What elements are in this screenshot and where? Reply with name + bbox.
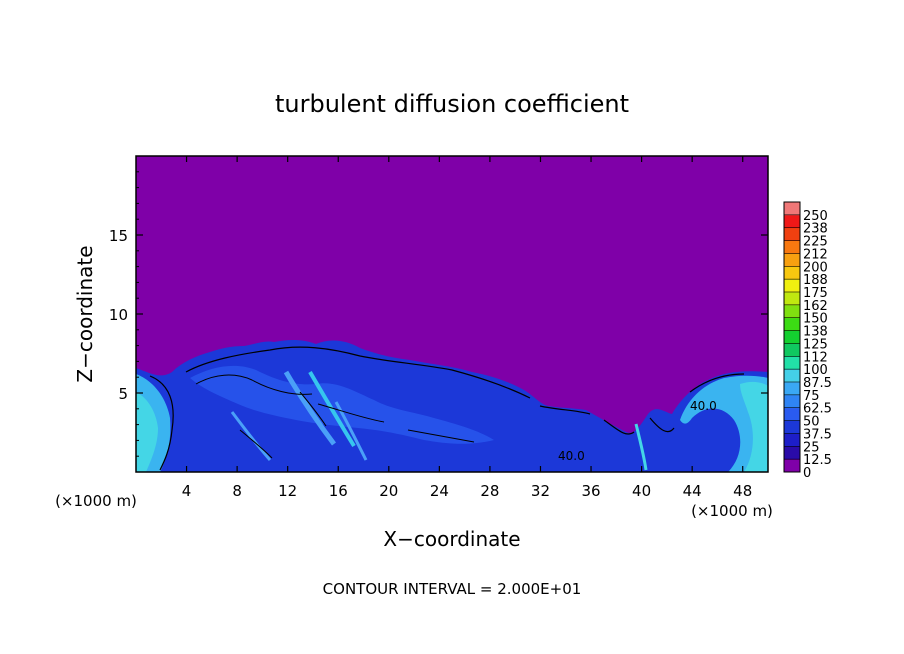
x-tick-label: 20 bbox=[379, 482, 398, 500]
y-axis: 5 10 15 bbox=[109, 171, 768, 457]
colorbar-swatch bbox=[784, 253, 800, 267]
colorbar-label: 162 bbox=[803, 299, 828, 314]
colorbar-label: 100 bbox=[803, 363, 828, 378]
x-tick-label: 28 bbox=[480, 482, 499, 500]
colorbar-label: 250 bbox=[803, 209, 828, 224]
colorbar-label: 150 bbox=[803, 312, 828, 327]
colorbar-label: 188 bbox=[803, 273, 828, 288]
colorbar-swatch bbox=[784, 227, 800, 241]
x-tick-label: 40 bbox=[632, 482, 651, 500]
x-unit-left: (×1000 m) bbox=[55, 492, 137, 510]
colorbar-swatch bbox=[784, 356, 800, 370]
contour-line-main bbox=[149, 346, 745, 471]
x-tick-label: 8 bbox=[232, 482, 242, 500]
y-axis-label: Z−coordinate bbox=[73, 245, 97, 382]
streak-3 bbox=[334, 401, 368, 461]
colorbar-swatch bbox=[784, 394, 800, 409]
y-tick-label: 5 bbox=[118, 385, 128, 403]
colorbar-label: 200 bbox=[803, 260, 828, 275]
colorbar-label: 62.5 bbox=[803, 402, 832, 417]
x-tick-label: 4 bbox=[182, 482, 192, 500]
x-tick-label: 16 bbox=[329, 482, 348, 500]
colorbar-swatch bbox=[784, 304, 800, 319]
x-unit-right: (×1000 m) bbox=[691, 502, 773, 520]
colorbar-swatch bbox=[784, 459, 800, 473]
contour-interval-note: CONTOUR INTERVAL = 2.000E+01 bbox=[323, 580, 582, 598]
colorbar-label: 112 bbox=[803, 350, 828, 365]
colorbar-label: 12.5 bbox=[803, 453, 832, 468]
x-tick-label: 44 bbox=[683, 482, 702, 500]
turbulence-field bbox=[136, 340, 768, 472]
mid-plume bbox=[634, 423, 648, 471]
colorbar-label: 50 bbox=[803, 415, 820, 430]
y-tick-label: 15 bbox=[109, 227, 128, 245]
colorbar-swatch bbox=[784, 407, 800, 421]
colorbar-swatch bbox=[784, 343, 800, 357]
streak-4 bbox=[230, 411, 272, 461]
colorbar-label: 238 bbox=[803, 222, 828, 237]
colorbar-label: 25 bbox=[803, 440, 820, 455]
inner-eddy-region bbox=[190, 365, 494, 444]
x-axis: 4 8 12 16 20 24 28 32 36 40 44 48 bbox=[182, 156, 752, 500]
colorbar-label: 0 bbox=[803, 466, 811, 481]
colorbar-label: 138 bbox=[803, 325, 828, 340]
colorbar-swatch bbox=[784, 240, 800, 254]
colorbar-swatch bbox=[784, 202, 800, 216]
contour-label-1: 40.0 bbox=[558, 449, 585, 463]
colorbar-label: 75 bbox=[803, 389, 820, 404]
boundary-layer-region bbox=[136, 340, 768, 472]
colorbar-swatch bbox=[784, 382, 800, 396]
colorbar-swatch bbox=[784, 369, 800, 383]
colorbar-label: 212 bbox=[803, 247, 828, 262]
streak-1 bbox=[283, 370, 337, 446]
colorbar-swatch bbox=[784, 214, 800, 229]
colorbar-swatch bbox=[784, 279, 800, 293]
colorbar-label: 175 bbox=[803, 286, 828, 301]
x-tick-label: 32 bbox=[531, 482, 550, 500]
x-tick-label: 48 bbox=[733, 482, 752, 500]
x-axis-label: X−coordinate bbox=[383, 527, 520, 551]
colorbar-label: 37.5 bbox=[803, 427, 832, 442]
colorbar-label: 125 bbox=[803, 337, 828, 352]
colorbar-swatch bbox=[784, 266, 800, 280]
colorbar-swatch bbox=[784, 292, 800, 306]
right-vortex-core bbox=[740, 381, 768, 472]
x-tick-label: 24 bbox=[430, 482, 449, 500]
colorbar-swatch bbox=[784, 330, 800, 344]
contour-label-2: 40.0 bbox=[690, 399, 717, 413]
colorbar-swatch bbox=[784, 420, 800, 434]
colorbar-label: 225 bbox=[803, 235, 828, 250]
contour-line-inner bbox=[195, 374, 475, 459]
left-edge-core bbox=[136, 392, 158, 472]
x-tick-label: 36 bbox=[581, 482, 600, 500]
colorbar-swatch bbox=[784, 446, 800, 460]
colorbar-label: 87.5 bbox=[803, 376, 832, 391]
colorbar-swatch bbox=[784, 433, 800, 447]
chart-title: turbulent diffusion coefficient bbox=[275, 90, 629, 118]
colorbar-swatch bbox=[784, 317, 800, 331]
colorbar: 012.52537.55062.57587.510011212513815016… bbox=[783, 201, 832, 481]
y-tick-label: 10 bbox=[109, 306, 128, 324]
x-tick-label: 12 bbox=[278, 482, 297, 500]
